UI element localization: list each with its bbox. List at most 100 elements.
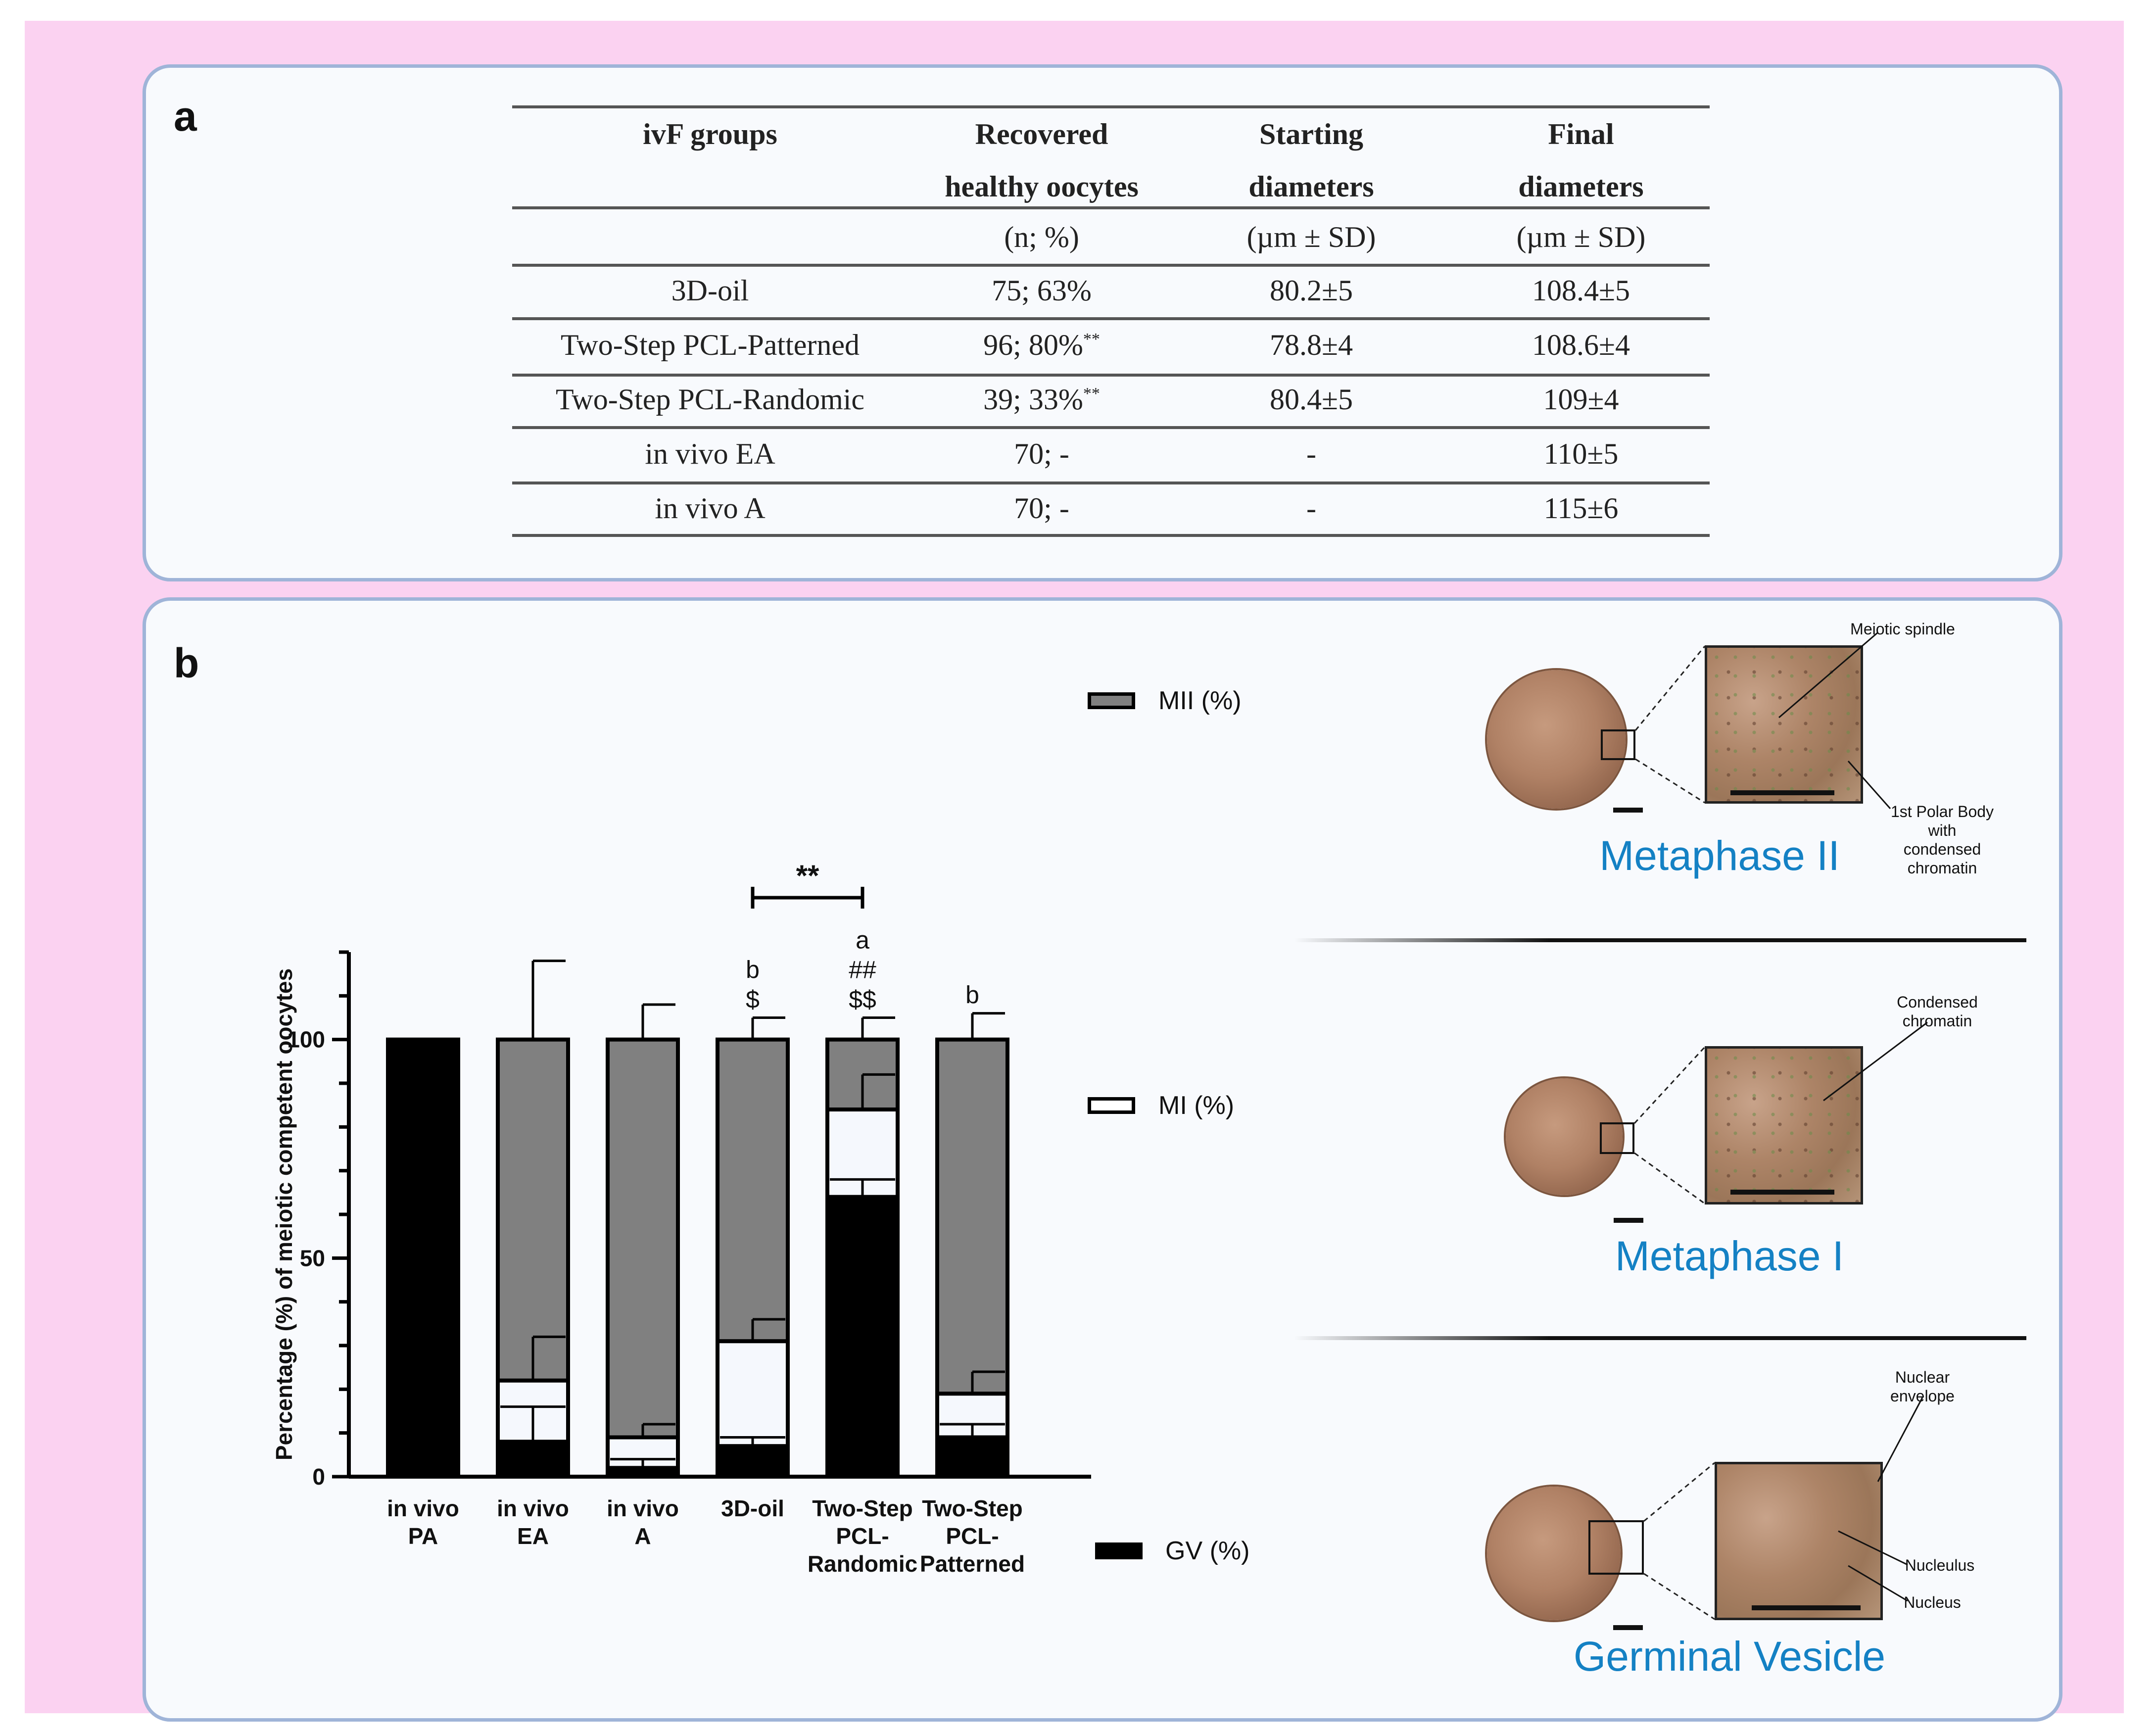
bar-segment-gv [825,1195,900,1479]
table-cell-final: 108.4±5 [1532,274,1630,307]
annotation-condensed-chromatin: Condensed chromatin [1897,993,1978,1030]
mi-zoom-image [1705,1046,1863,1204]
legend-swatch-mi [1088,1097,1135,1114]
annotation-meiotic-spindle: Meiotic spindle [1850,620,1955,638]
table-cell-starting: 80.4±5 [1270,383,1353,416]
y-axis-title: Percentage (%) of meiotic competent oocy… [271,968,297,1460]
y-tick-label: 100 [287,1027,325,1053]
table-cell-recovered: 39; 33%** [983,383,1100,416]
table-top-rule [512,105,1710,108]
panel-a: a ivF groups Recovered healthy oocytes Star… [143,64,2062,581]
x-tick-label: Patterned [920,1551,1025,1577]
table-rule [512,317,1710,320]
bar-segment-mii [606,1037,680,1440]
x-tick-label: in vivo [607,1495,679,1521]
significance-stars: ** [796,859,819,892]
panel-a-letter: a [174,93,197,140]
significance-label: $$ [849,986,876,1013]
x-tick-label: Randomic [808,1551,917,1577]
zoom-guide-line [1634,1152,1705,1204]
oocyte-mi-image [1506,1078,1623,1195]
table-cell-group: in vivo A [655,492,766,525]
significance-label: a [856,926,869,954]
bar-segment-gv [496,1440,570,1479]
bar-segment-gv [716,1444,790,1479]
x-tick-label: PA [408,1523,438,1549]
table-cell-starting: - [1306,437,1316,470]
table-cell-recovered: 96; 80%** [983,329,1100,361]
annotation-nuclear-envelope: Nuclear envelope [1890,1368,1955,1405]
region-of-interest-box [1600,1122,1634,1154]
table-cell-starting: 80.2±5 [1270,274,1353,307]
x-tick-label: Two-Step [812,1495,913,1521]
table-cell-group: 3D-oil [671,274,749,307]
legend-label-mii: MII (%) [1158,686,1242,715]
significance-label: ## [849,956,876,984]
table-unit-cell: (µm ± SD) [1246,221,1376,253]
table-cell-group: in vivo EA [645,437,775,470]
x-tick-label: in vivo [387,1495,459,1521]
annotation-nucleulus: Nucleulus [1905,1556,1975,1574]
x-tick-label: PCL- [836,1523,889,1549]
x-tick-label: in vivo [497,1495,569,1521]
scale-bar [1613,808,1643,813]
table-header-cell: diameters [1248,170,1374,203]
table-header-cell: diameters [1518,170,1644,203]
table-rule [512,206,1710,209]
zoom-guide-line [1643,1573,1715,1620]
x-tick-label: 3D-oil [721,1495,784,1521]
section-divider [1294,938,2026,942]
gv-zoom-image [1715,1462,1883,1620]
table-cell-recovered: 70; - [1014,492,1069,525]
table-header-cell: Starting [1259,118,1363,150]
table-rule [512,374,1710,377]
table-rule [512,264,1710,267]
bar-segment-gv [935,1435,1009,1479]
region-of-interest-box [1588,1520,1644,1575]
phase-title-gv: Germinal Vesicle [1573,1633,1886,1680]
x-tick-label: EA [517,1523,549,1549]
table-cell-final: 108.6±4 [1532,329,1630,361]
bar-segment-gv [386,1037,460,1479]
table-header-cell: healthy oocytes [945,170,1139,203]
table-header-cell: ivF groups [643,118,777,150]
table-header-cell: Final [1548,118,1614,150]
oocyte-gv-image [1487,1487,1621,1620]
table-rule [512,426,1710,429]
significance-label: b [965,981,979,1009]
table-unit-cell: (µm ± SD) [1516,221,1646,253]
bar-segment-mii [496,1037,570,1383]
legend-label-gv: GV (%) [1165,1537,1250,1565]
phase-title-mi: Metaphase I [1615,1233,1844,1279]
table-cell-recovered: 75; 63% [992,274,1092,307]
table-cell-group: Two-Step PCL-Patterned [560,329,860,361]
scale-bar [1752,1605,1861,1610]
table-unit-cell: (n; %) [1004,221,1079,253]
figure-frame: a ivF groups Recovered healthy oocytes Star… [25,21,2124,1722]
scale-bar [1613,1625,1643,1630]
x-tick-label: PCL- [946,1523,999,1549]
table-cell-group: Two-Step PCL-Randomic [555,383,865,416]
mii-zoom-image [1705,645,1863,804]
region-of-interest-box [1601,729,1635,760]
table-bottom-rule [512,534,1710,537]
bar-segment-mi [716,1339,790,1448]
x-tick-label: A [634,1523,651,1549]
zoom-guide-line [1634,646,1706,731]
table-cell-recovered: 70; - [1014,437,1069,470]
y-tick-label: 50 [300,1245,325,1271]
bar-segment-mii [935,1037,1009,1396]
table-cell-final: 110±5 [1543,437,1619,470]
panel-b: b 0 50 100 Percentage (%) of meiotic compet… [143,597,2062,1722]
annotation-nucleus: Nucleus [1904,1593,1961,1611]
zoom-guide-line [1635,758,1705,804]
annotation-polar-body: 1st Polar Body with condensed chromatin [1890,803,1994,877]
table-rule [512,482,1710,484]
bar-segment-mii [716,1037,790,1344]
significance-label: $ [746,986,760,1013]
legend-swatch-gv [1095,1542,1143,1559]
panel-b-letter: b [174,640,199,686]
y-tick-label: 0 [312,1464,325,1490]
table-cell-final: 109±4 [1543,383,1619,416]
significance-label: b [746,956,760,984]
